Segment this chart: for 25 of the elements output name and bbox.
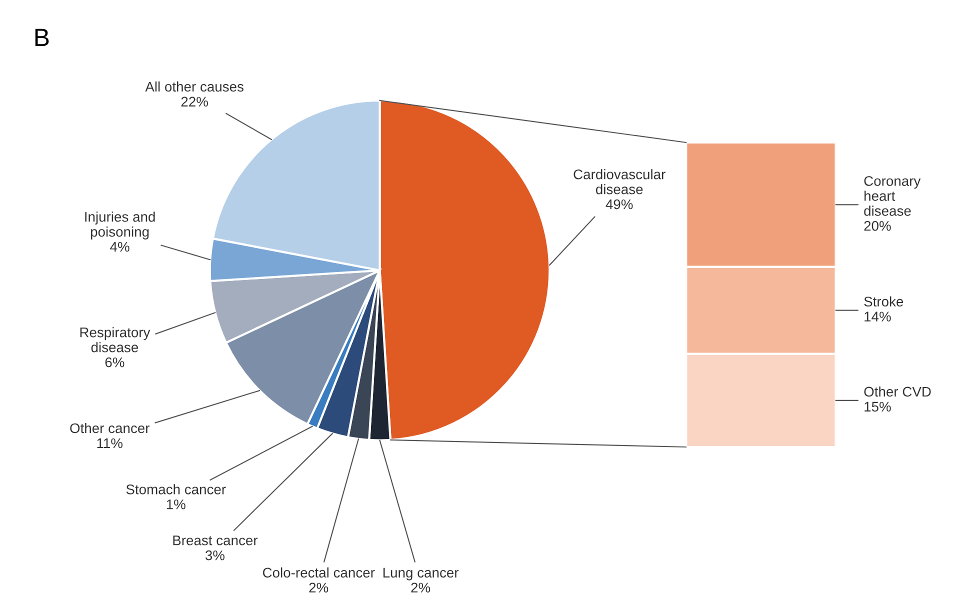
text: Stroke — [864, 296, 904, 307]
data-label: 2% — [411, 582, 430, 592]
data-label: 3% — [205, 550, 224, 560]
slice-label: Other cancer — [70, 422, 150, 434]
data-label: 49% — [606, 199, 633, 210]
data-label: 1% — [166, 500, 186, 510]
data-label: 6% — [105, 357, 124, 368]
data-label: 4% — [110, 242, 130, 252]
data-label: 14% — [864, 312, 891, 322]
text: Coronary heart disease — [864, 176, 921, 216]
chart-title: B — [35, 28, 49, 46]
data-label: 22% — [181, 96, 208, 107]
data-label: 20% — [864, 220, 891, 231]
slice-label: Injuries and poisoning — [85, 212, 155, 240]
slice-label: Breast cancer — [173, 536, 258, 546]
data-label: 15% — [864, 402, 891, 412]
slice-label: Cardiovascular disease — [574, 169, 666, 194]
slice-label: Respiratory disease — [80, 327, 150, 352]
data-label: 2% — [309, 582, 328, 592]
slice-label: Stomach cancer — [126, 484, 226, 494]
text: Other CVD — [864, 386, 931, 397]
slice-label: All other causes — [145, 81, 244, 92]
slice-label: Colo-rectal cancer — [262, 567, 375, 578]
slice-label: Lung cancer — [383, 568, 459, 580]
data-label: 11% — [97, 438, 123, 448]
